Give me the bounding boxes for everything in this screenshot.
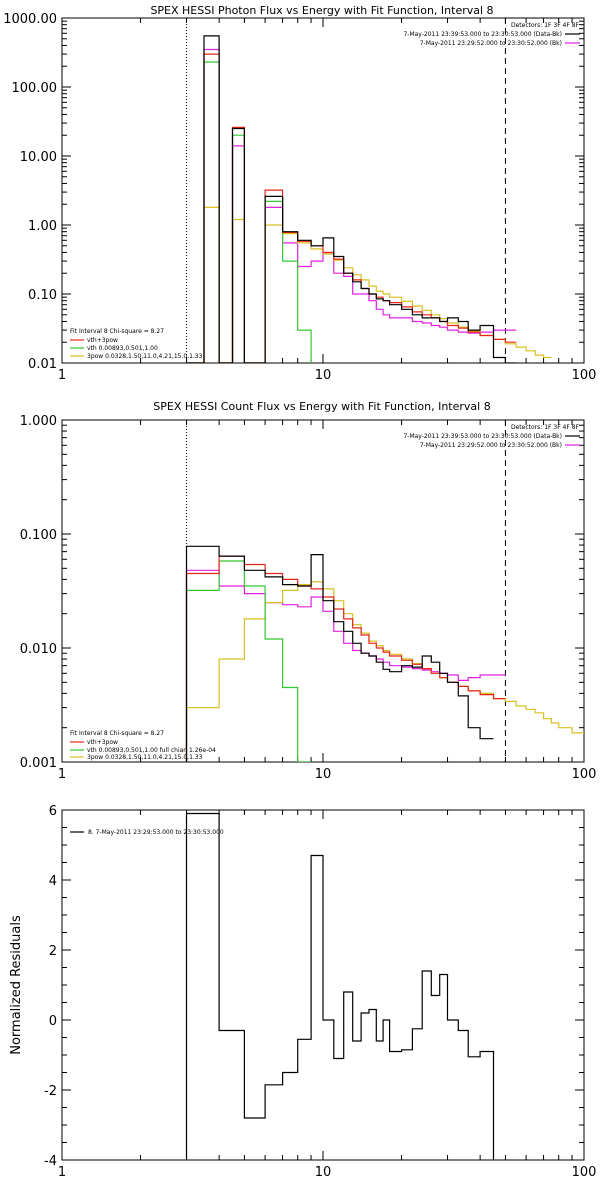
legend-data-interval: 7-May-2011 23:39:53.000 to 23:30:53.000 … <box>403 31 562 38</box>
legend-data-interval: 7-May-2011 23:39:53.000 to 23:30:53.000 … <box>403 433 562 440</box>
y-tick-label: 10.00 <box>20 150 57 165</box>
data-series-line <box>186 35 517 363</box>
total-series-line <box>186 53 517 363</box>
y-tick-label: 0.01 <box>28 357 57 372</box>
legend-thermal-label: vth 0.00893,0.501,1.00 full chian 1.26e-… <box>87 747 216 754</box>
legend-top-right: Detectors: 1F 3F 4F 8F 7-May-2011 23:39:… <box>403 424 580 449</box>
y-axis-label: Normalized Residuals <box>9 915 24 1055</box>
y-tick-label: 4 <box>49 874 57 889</box>
count-flux-panel: SPEX HESSI Count Flux vs Energy with Fit… <box>20 400 597 782</box>
photon-flux-panel: SPEX HESSI Photon Flux vs Energy with Fi… <box>3 4 596 383</box>
spectrum-series <box>186 35 552 363</box>
x-tick-label: 10 <box>315 767 332 782</box>
y-tick-label: 0.001 <box>20 756 57 771</box>
y-tick-label: 1000.00 <box>3 12 57 27</box>
legend-detectors: Detectors: 1F 3F 4F 8F <box>511 424 580 431</box>
legend-powerlaw-label: 3pow 0.0328,1.50,11.0,4.21,15.0,1.33 <box>87 353 203 360</box>
y-tick-label: 1.000 <box>20 414 57 429</box>
background-series-line <box>185 569 506 762</box>
y-tick-label: -4 <box>44 1154 57 1169</box>
legend-residual-label: 8. 7-May-2011 23:29:53.000 to 23:30:53.0… <box>88 829 224 836</box>
fit-range-markers <box>186 420 506 762</box>
residuals-panel: Normalized Residuals 1 10 100 6 4 2 0 -2 -4 8. … <box>9 804 596 1180</box>
x-axis-tick-labels: 1 10 100 <box>58 1165 597 1180</box>
chart-title: SPEX HESSI Photon Flux vs Energy with Fi… <box>150 4 493 17</box>
legend-powerlaw-label: 3pow 0.0328,1.50,11.0,4.21,15.0,1.33 <box>87 754 203 761</box>
fit-range-markers <box>186 18 506 363</box>
legend-bottom-left: Fit Interval 8 Chi-square = 8.27 vth+3po… <box>70 730 216 761</box>
y-tick-label: 1.00 <box>28 219 57 234</box>
y-tick-label: 0.010 <box>20 642 57 657</box>
thermal-series-line <box>186 61 312 363</box>
legend-thermal-label: vth 0.00893,0.501,1.00 <box>87 345 158 352</box>
legend-total-label: vth+3pow <box>87 337 118 344</box>
legend-bk-interval: 7-May-2011 23:29:52.000 to 23:30:52.000 … <box>420 40 562 47</box>
legend-detectors: Detectors: 1F 3F 4F 8F <box>511 22 580 29</box>
legend-top-left: 8. 7-May-2011 23:29:53.000 to 23:30:53.0… <box>70 829 224 836</box>
axis-ticks <box>61 17 585 364</box>
y-axis-tick-labels: 6 4 2 0 -2 -4 <box>44 804 57 1169</box>
legend-fit-info: Fit Interval 8 Chi-square = 8.27 <box>70 730 164 737</box>
y-tick-label: 2 <box>49 944 57 959</box>
powerlaw-series-line <box>185 581 584 762</box>
x-tick-label: 10 <box>315 368 332 383</box>
y-tick-label: 0 <box>49 1014 57 1029</box>
x-tick-label: 1 <box>58 1165 66 1180</box>
x-tick-label: 100 <box>572 767 597 782</box>
y-tick-label: 0.100 <box>20 528 57 543</box>
x-tick-label: 1 <box>58 767 66 782</box>
x-tick-label: 1 <box>58 368 66 383</box>
data-series-line <box>185 545 494 762</box>
axis-ticks <box>61 809 585 1161</box>
x-axis-tick-labels: 1 10 100 <box>58 767 597 782</box>
y-axis-tick-labels: 1.000 0.100 0.010 0.001 <box>20 414 57 771</box>
y-tick-label: -2 <box>44 1084 57 1099</box>
x-tick-label: 10 <box>315 1165 332 1180</box>
chart-title: SPEX HESSI Count Flux vs Energy with Fit… <box>153 400 490 413</box>
legend-top-right: Detectors: 1F 3F 4F 8F 7-May-2011 23:39:… <box>403 22 580 47</box>
x-tick-label: 100 <box>572 1165 597 1180</box>
residual-series <box>185 812 495 1160</box>
x-tick-label: 100 <box>572 368 597 383</box>
y-tick-label: 100.00 <box>12 81 58 96</box>
data-series-line <box>185 812 495 1160</box>
y-tick-label: 0.10 <box>28 288 57 303</box>
background-series-line <box>186 48 517 363</box>
x-axis-tick-labels: 1 10 100 <box>58 368 597 383</box>
y-axis-tick-labels: 1000.00 100.00 10.00 1.00 0.10 0.01 <box>3 12 57 372</box>
thermal-series-line <box>185 560 312 762</box>
spectrum-series <box>185 545 584 762</box>
legend-total-label: vth+3pow <box>87 739 118 746</box>
y-tick-label: 6 <box>49 804 57 819</box>
legend-fit-info: Fit Interval 8 Chi-square = 8.27 <box>70 328 164 335</box>
legend-bottom-left: Fit Interval 8 Chi-square = 8.27 vth+3po… <box>70 328 203 360</box>
legend-bk-interval: 7-May-2011 23:29:52.000 to 23:30:52.000 … <box>420 442 562 449</box>
